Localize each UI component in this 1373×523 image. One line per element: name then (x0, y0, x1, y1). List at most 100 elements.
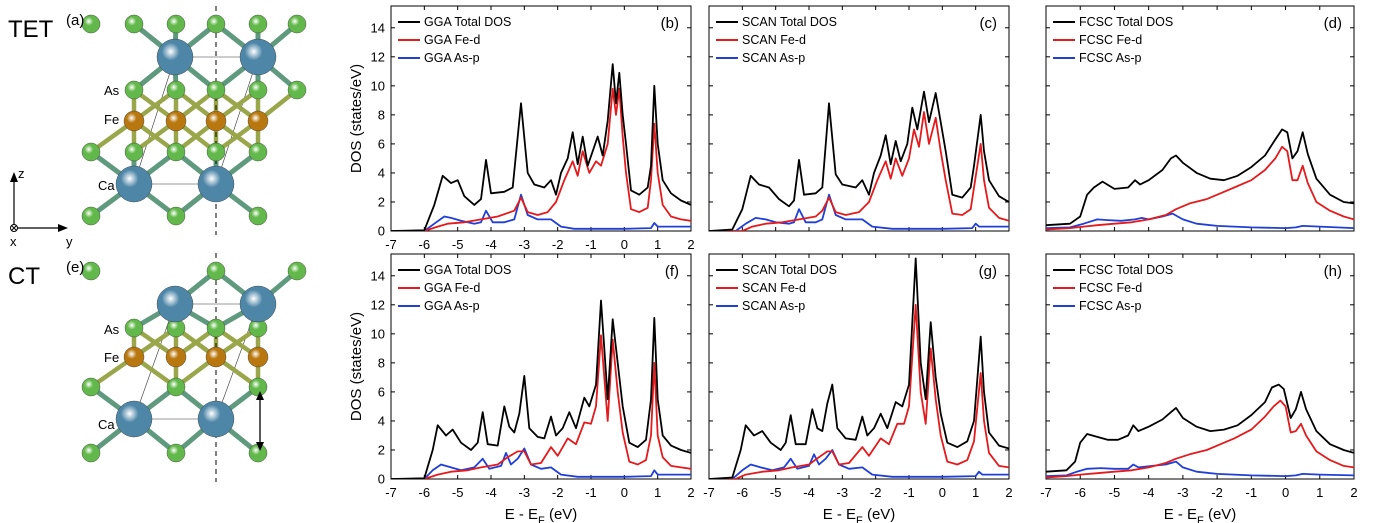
z-arrow-head (10, 172, 18, 182)
panel-letter: (f) (665, 263, 679, 280)
ca-atom (197, 400, 235, 438)
x-tick-label: -6 (419, 485, 431, 500)
x-tick-label: -5 (452, 485, 464, 500)
panel-letter: (b) (661, 15, 679, 32)
x-tick-label: 1 (1316, 485, 1323, 500)
x-tick-label: -4 (1143, 485, 1155, 500)
as-atom (81, 443, 101, 463)
legend-entry: GGA Fe-d (424, 33, 480, 47)
as-atom (248, 443, 268, 463)
as-atom (287, 261, 307, 281)
dos-series-line (1046, 383, 1354, 473)
atom-label-as: As (104, 322, 120, 337)
legend-entry: FCSC Total DOS (1079, 15, 1173, 29)
ca-atom (239, 285, 277, 323)
as-atom (166, 206, 186, 226)
as-atom (287, 14, 307, 34)
x-tick-label: -6 (737, 485, 749, 500)
as-atom (287, 80, 307, 100)
panel-letter-e: (e) (66, 259, 84, 276)
x-tick-label: -5 (452, 237, 464, 252)
x-tick-label: 0 (1282, 485, 1289, 500)
plot-frame (708, 5, 1010, 232)
x-tick-label: 0 (621, 485, 628, 500)
dos-series-line (391, 87, 691, 231)
x-tick-label: -4 (485, 237, 497, 252)
fe-atom (247, 110, 269, 132)
as-atom (248, 14, 268, 34)
x-tick-label: -4 (803, 485, 815, 500)
structure-drawing-ct (81, 253, 307, 482)
atom-label-ca: Ca (98, 178, 115, 193)
y-arrow-head (58, 224, 68, 232)
fe-atom (247, 346, 269, 368)
as-atom (206, 142, 226, 162)
atom-label-ca: Ca (98, 417, 115, 432)
x-tick-label: -3 (519, 237, 531, 252)
x-tick-label: -1 (585, 237, 597, 252)
dos-panel: SCAN Total DOS SCAN Fe-d SCAN As-p (c) (708, 5, 1010, 232)
dos-series-line (391, 299, 691, 479)
legend-entry: FCSC Fe-d (1079, 33, 1142, 47)
legend-entry: SCAN As-p (742, 299, 805, 313)
as-atom (166, 377, 186, 397)
legend-entry: FCSC Total DOS (1079, 263, 1173, 277)
plot-frame (1045, 253, 1355, 480)
x-tick-label: 1 (654, 237, 661, 252)
y-tick-label: 6 (378, 136, 385, 151)
as-atom (81, 377, 101, 397)
atom-label-fe: Fe (104, 112, 119, 127)
y-tick-label: 8 (378, 355, 385, 370)
as-atom (248, 142, 268, 162)
dos-series-line (709, 257, 1009, 479)
as-atom (81, 14, 101, 34)
legend-entry: FCSC Fe-d (1079, 281, 1142, 295)
fe-atom (205, 346, 227, 368)
x-tick-label: 2 (687, 237, 694, 252)
x-tick-label: -6 (1074, 485, 1086, 500)
axis-label-y: y (66, 234, 73, 249)
y-tick-label: 4 (378, 165, 385, 180)
y-tick-label: 2 (378, 442, 385, 457)
dos-panel: -7 -6 -5 -4 -3 -2 -1 0 1 2 E - EF (eV) SCAN Total D… (703, 253, 1013, 523)
x-tick-label: -2 (870, 485, 882, 500)
as-atom (81, 261, 101, 281)
ca-atom (115, 400, 153, 438)
legend-entry: SCAN As-p (742, 51, 805, 65)
y-tick-label: 4 (378, 413, 385, 428)
panel-letter: (h) (1324, 263, 1342, 280)
x-tick-label: -2 (552, 485, 564, 500)
legend-entry: SCAN Fe-d (742, 33, 806, 47)
dos-series-line (709, 449, 1009, 479)
x-tick-label: -7 (1040, 485, 1052, 500)
panel-letter-a: (a) (66, 12, 84, 29)
y-tick-label: 10 (371, 78, 385, 93)
as-atom (124, 142, 144, 162)
dos-series-line (391, 447, 691, 479)
x-tick-label: -1 (585, 485, 597, 500)
panel-letter: (c) (980, 15, 998, 32)
dos-series-line (709, 111, 1009, 231)
ca-atom (156, 38, 194, 76)
fe-atom (165, 110, 187, 132)
y-tick-label: 12 (371, 297, 385, 312)
as-atom (124, 318, 144, 338)
y-tick-label: 14 (371, 20, 385, 35)
x-tick-label: 2 (687, 485, 694, 500)
ca-atom (197, 165, 235, 203)
legend-entry: SCAN Total DOS (742, 15, 837, 29)
dos-series-line (1046, 145, 1354, 231)
as-atom (166, 14, 186, 34)
x-tick-label: -6 (419, 237, 431, 252)
as-atom (124, 14, 144, 34)
y-tick-label: 0 (378, 224, 385, 239)
as-atom (166, 80, 186, 100)
y-axis-label: DOS (states/eV) (348, 64, 365, 173)
legend-entry: GGA Total DOS (424, 15, 511, 29)
y-tick-label: 0 (378, 472, 385, 487)
atom-label-fe: Fe (104, 350, 119, 365)
as-atom (206, 14, 226, 34)
legend-entry: GGA As-p (424, 51, 480, 65)
row-label-ct: CT (8, 263, 40, 290)
